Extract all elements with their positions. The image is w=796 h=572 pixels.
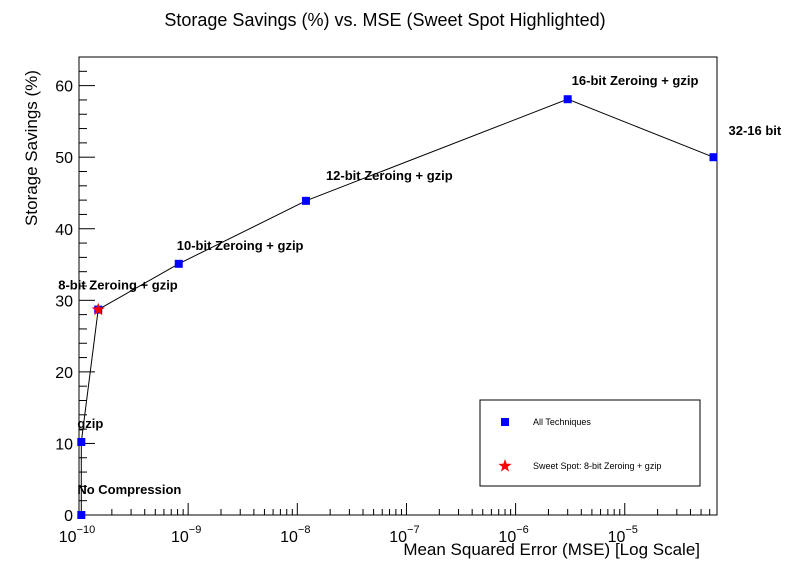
y-tick-label: 60 <box>55 79 73 96</box>
point-annotation-label: 10-bit Zeroing + gzip <box>177 238 304 253</box>
x-axis-label: Mean Squared Error (MSE) [Log Scale] <box>403 540 700 559</box>
legend: All Techniques Sweet Spot: 8-bit Zeroing… <box>479 399 701 487</box>
chart-title: Storage Savings (%) vs. MSE (Sweet Spot … <box>164 10 605 30</box>
y-tick-label: 20 <box>55 365 73 382</box>
x-tick-label: 10−6 <box>498 524 528 546</box>
x-axis-ticks: 10−10 10−9 10−8 10−7 10−6 10−5 <box>59 503 711 546</box>
point-annotation-label: 32-16 bit <box>728 123 781 138</box>
x-tick-label: 10−9 <box>171 524 201 546</box>
point-annotations: No Compression gzip 8-bit Zeroing + gzip 10… <box>58 73 782 497</box>
y-axis-label: Storage Savings (%) <box>22 70 41 226</box>
y-tick-label: 0 <box>64 508 73 525</box>
data-point <box>77 511 86 519</box>
data-point <box>77 438 86 447</box>
x-tick-label: 10−7 <box>389 524 419 546</box>
y-axis-ticks: 0 10 20 30 40 50 60 <box>55 56 95 525</box>
data-point <box>174 259 183 268</box>
legend-label-all-techniques: All Techniques <box>533 417 591 427</box>
legend-marker-sweet-spot-star-icon <box>498 459 512 472</box>
data-point <box>563 95 572 104</box>
x-tick-label: 10−8 <box>280 524 310 546</box>
data-point <box>301 196 310 205</box>
data-points <box>77 95 718 519</box>
point-annotation-label: 8-bit Zeroing + gzip <box>58 278 178 293</box>
data-point <box>709 153 718 162</box>
y-tick-label: 30 <box>55 293 73 310</box>
legend-marker-all-techniques <box>501 418 509 426</box>
point-annotation-label: 16-bit Zeroing + gzip <box>572 73 699 88</box>
legend-box <box>479 399 701 487</box>
y-tick-label: 10 <box>55 436 73 453</box>
point-annotation-label: gzip <box>77 416 103 431</box>
point-annotation-label: 12-bit Zeroing + gzip <box>326 168 453 183</box>
y-tick-label: 40 <box>55 222 73 239</box>
legend-label-sweet-spot: Sweet Spot: 8-bit Zeroing + gzip <box>533 461 661 471</box>
y-tick-label: 50 <box>55 150 73 167</box>
sweet-spot-star-icon <box>91 302 105 316</box>
x-tick-label: 10−10 <box>59 524 95 546</box>
point-annotation-label: No Compression <box>77 482 181 497</box>
x-tick-label: 10−5 <box>608 524 638 546</box>
